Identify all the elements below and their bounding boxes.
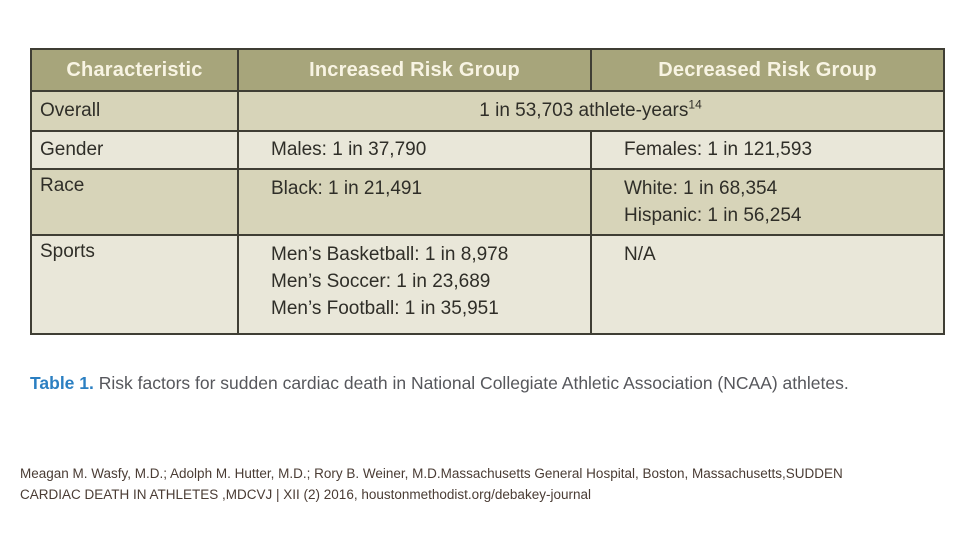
sports-increased-line: Men’s Soccer: 1 in 23,689 (271, 271, 491, 292)
caption-text: Risk factors for sudden cardiac death in… (98, 372, 849, 393)
cell-gender-decreased: Females: 1 in 121,593 (590, 130, 945, 170)
cell-race-label: Race (30, 168, 239, 236)
sports-increased-line: Men’s Football: 1 in 35,951 (271, 298, 499, 319)
overall-value-text: 1 in 53,703 athlete-years (479, 100, 689, 121)
cell-race-increased: Black: 1 in 21,491 (237, 168, 592, 236)
cell-race-decreased: White: 1 in 68,354 Hispanic: 1 in 56,254 (590, 168, 945, 236)
race-decreased-line: White: 1 in 68,354 (624, 178, 778, 199)
table-row-gender: Gender Males: 1 in 37,790 Females: 1 in … (30, 130, 945, 170)
cell-gender-increased: Males: 1 in 37,790 (237, 130, 592, 170)
sports-increased-line: Men’s Basketball: 1 in 8,978 (271, 244, 509, 265)
cell-overall-value: 1 in 53,703 athlete-years14 (237, 90, 945, 132)
citation-line: CARDIAC DEATH IN ATHLETES ,MDCVJ | XII (… (20, 486, 591, 502)
cell-sports-label: Sports (30, 234, 239, 335)
caption-label: Table 1. (30, 372, 94, 393)
citation: Meagan M. Wasfy, M.D.; Adolph M. Hutter,… (20, 464, 950, 505)
cell-overall-label: Overall (30, 90, 239, 132)
table-row-overall: Overall 1 in 53,703 athlete-years14 (30, 90, 945, 132)
sports-decreased-line: N/A (624, 244, 656, 265)
risk-factors-table: Characteristic Increased Risk Group Decr… (30, 48, 945, 335)
header-characteristic: Characteristic (30, 48, 239, 92)
cell-sports-decreased: N/A (590, 234, 945, 335)
cell-sports-increased: Men’s Basketball: 1 in 8,978 Men’s Socce… (237, 234, 592, 335)
header-increased-risk-group: Increased Risk Group (237, 48, 592, 92)
table-row-race: Race Black: 1 in 21,491 White: 1 in 68,3… (30, 168, 945, 236)
table-row-sports: Sports Men’s Basketball: 1 in 8,978 Men’… (30, 234, 945, 335)
race-increased-line: Black: 1 in 21,491 (271, 178, 423, 199)
footnote-reference: 14 (688, 97, 702, 112)
cell-gender-label: Gender (30, 130, 239, 170)
header-decreased-risk-group: Decreased Risk Group (590, 48, 945, 92)
citation-line: Meagan M. Wasfy, M.D.; Adolph M. Hutter,… (20, 466, 843, 481)
table-caption: Table 1. Risk factors for sudden cardiac… (30, 368, 890, 399)
table-header-row: Characteristic Increased Risk Group Decr… (30, 48, 945, 92)
race-decreased-line: Hispanic: 1 in 56,254 (624, 205, 802, 226)
